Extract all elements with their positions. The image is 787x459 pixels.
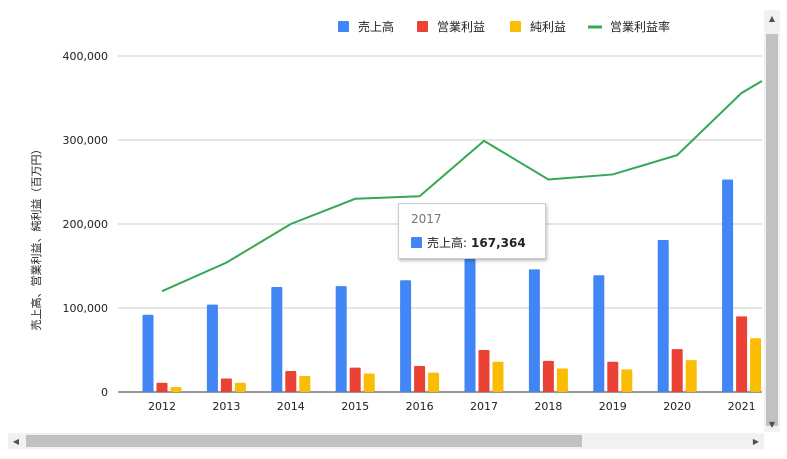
bar-純利益	[685, 360, 697, 392]
bar-売上高	[464, 251, 476, 392]
scroll-up-arrow-icon[interactable]: ▲	[768, 13, 776, 23]
line-営業利益率	[161, 80, 763, 293]
bar-営業利益	[220, 378, 232, 392]
bar-純利益	[621, 369, 633, 392]
y-tick-label: 300,000	[63, 134, 109, 147]
tooltip-year: 2017	[411, 212, 442, 226]
horizontal-scrollbar[interactable]: ◀ ▶	[8, 433, 764, 449]
line-series	[161, 80, 763, 293]
scroll-right-arrow-icon[interactable]: ▶	[752, 436, 760, 446]
x-tick-label: 2019	[599, 400, 627, 413]
bar-売上高	[657, 239, 669, 392]
tooltip: 2017 売上高: 167,364	[398, 203, 546, 259]
legend-swatch-純利益	[510, 21, 521, 32]
bar-純利益	[556, 368, 568, 392]
vertical-scroll-thumb[interactable]	[766, 34, 778, 426]
bar-売上高	[206, 304, 218, 392]
bar-営業利益	[542, 360, 554, 392]
bar-純利益	[492, 361, 504, 392]
x-tick-label: 2017	[470, 400, 498, 413]
x-tick-label: 2015	[341, 400, 369, 413]
y-tick-label: 400,000	[63, 50, 109, 63]
legend-label-営業利益: 営業利益	[437, 20, 485, 34]
bars	[142, 179, 762, 392]
bar-純利益	[234, 382, 246, 392]
bar-営業利益	[671, 349, 683, 392]
legend-label-純利益: 純利益	[530, 20, 566, 34]
bar-売上高	[142, 314, 154, 392]
x-tick-label: 2013	[212, 400, 240, 413]
bar-売上高	[271, 287, 283, 392]
vertical-scrollbar[interactable]: ▲ ▼	[764, 10, 780, 432]
x-axis-ticks: 2012 2013 2014 2015 2016 2017 2018 2019 2020 2021	[148, 400, 756, 413]
legend-swatch-営業利益	[417, 21, 428, 32]
bar-営業利益	[156, 382, 168, 392]
bar-純利益	[750, 338, 762, 392]
bar-売上高	[528, 269, 540, 392]
bar-営業利益	[414, 365, 426, 392]
y-tick-label: 100,000	[63, 302, 109, 315]
bar-純利益	[170, 386, 182, 392]
bar-純利益	[428, 372, 440, 392]
bar-売上高	[722, 179, 734, 392]
bar-純利益	[299, 376, 311, 392]
x-tick-label: 2020	[663, 400, 691, 413]
bar-営業利益	[607, 361, 619, 392]
legend-label-売上高: 売上高	[358, 19, 394, 34]
tooltip-row: 売上高: 167,364	[411, 234, 526, 251]
bar-営業利益	[478, 350, 490, 392]
y-tick-label: 0	[101, 386, 108, 399]
y-axis-ticks: 0 100,000 200,000 300,000 400,000	[63, 50, 109, 399]
scroll-left-arrow-icon[interactable]: ◀	[12, 436, 20, 446]
x-tick-label: 2014	[277, 400, 305, 413]
scroll-down-arrow-icon[interactable]: ▼	[768, 419, 776, 429]
bar-売上高	[593, 275, 605, 392]
y-tick-label: 200,000	[63, 218, 109, 231]
x-tick-label: 2016	[406, 400, 434, 413]
x-tick-label: 2012	[148, 400, 176, 413]
tooltip-label: 売上高:	[427, 236, 468, 250]
legend-label-営業利益率: 営業利益率	[610, 19, 670, 34]
bar-営業利益	[349, 367, 361, 392]
x-tick-label: 2018	[534, 400, 562, 413]
y-axis-label: 売上高、営業利益、純利益（百万円）	[29, 144, 43, 331]
legend-swatch-売上高	[338, 21, 349, 32]
bar-純利益	[363, 373, 375, 392]
tooltip-swatch	[411, 237, 422, 248]
horizontal-scroll-thumb[interactable]	[26, 435, 582, 447]
bar-営業利益	[736, 316, 748, 392]
bar-営業利益	[285, 371, 297, 392]
x-tick-label: 2021	[728, 400, 756, 413]
bar-売上高	[335, 286, 347, 392]
tooltip-value: 167,364	[471, 235, 526, 250]
bar-売上高	[400, 280, 412, 392]
legend: 売上高 営業利益 純利益 営業利益率	[338, 19, 670, 34]
